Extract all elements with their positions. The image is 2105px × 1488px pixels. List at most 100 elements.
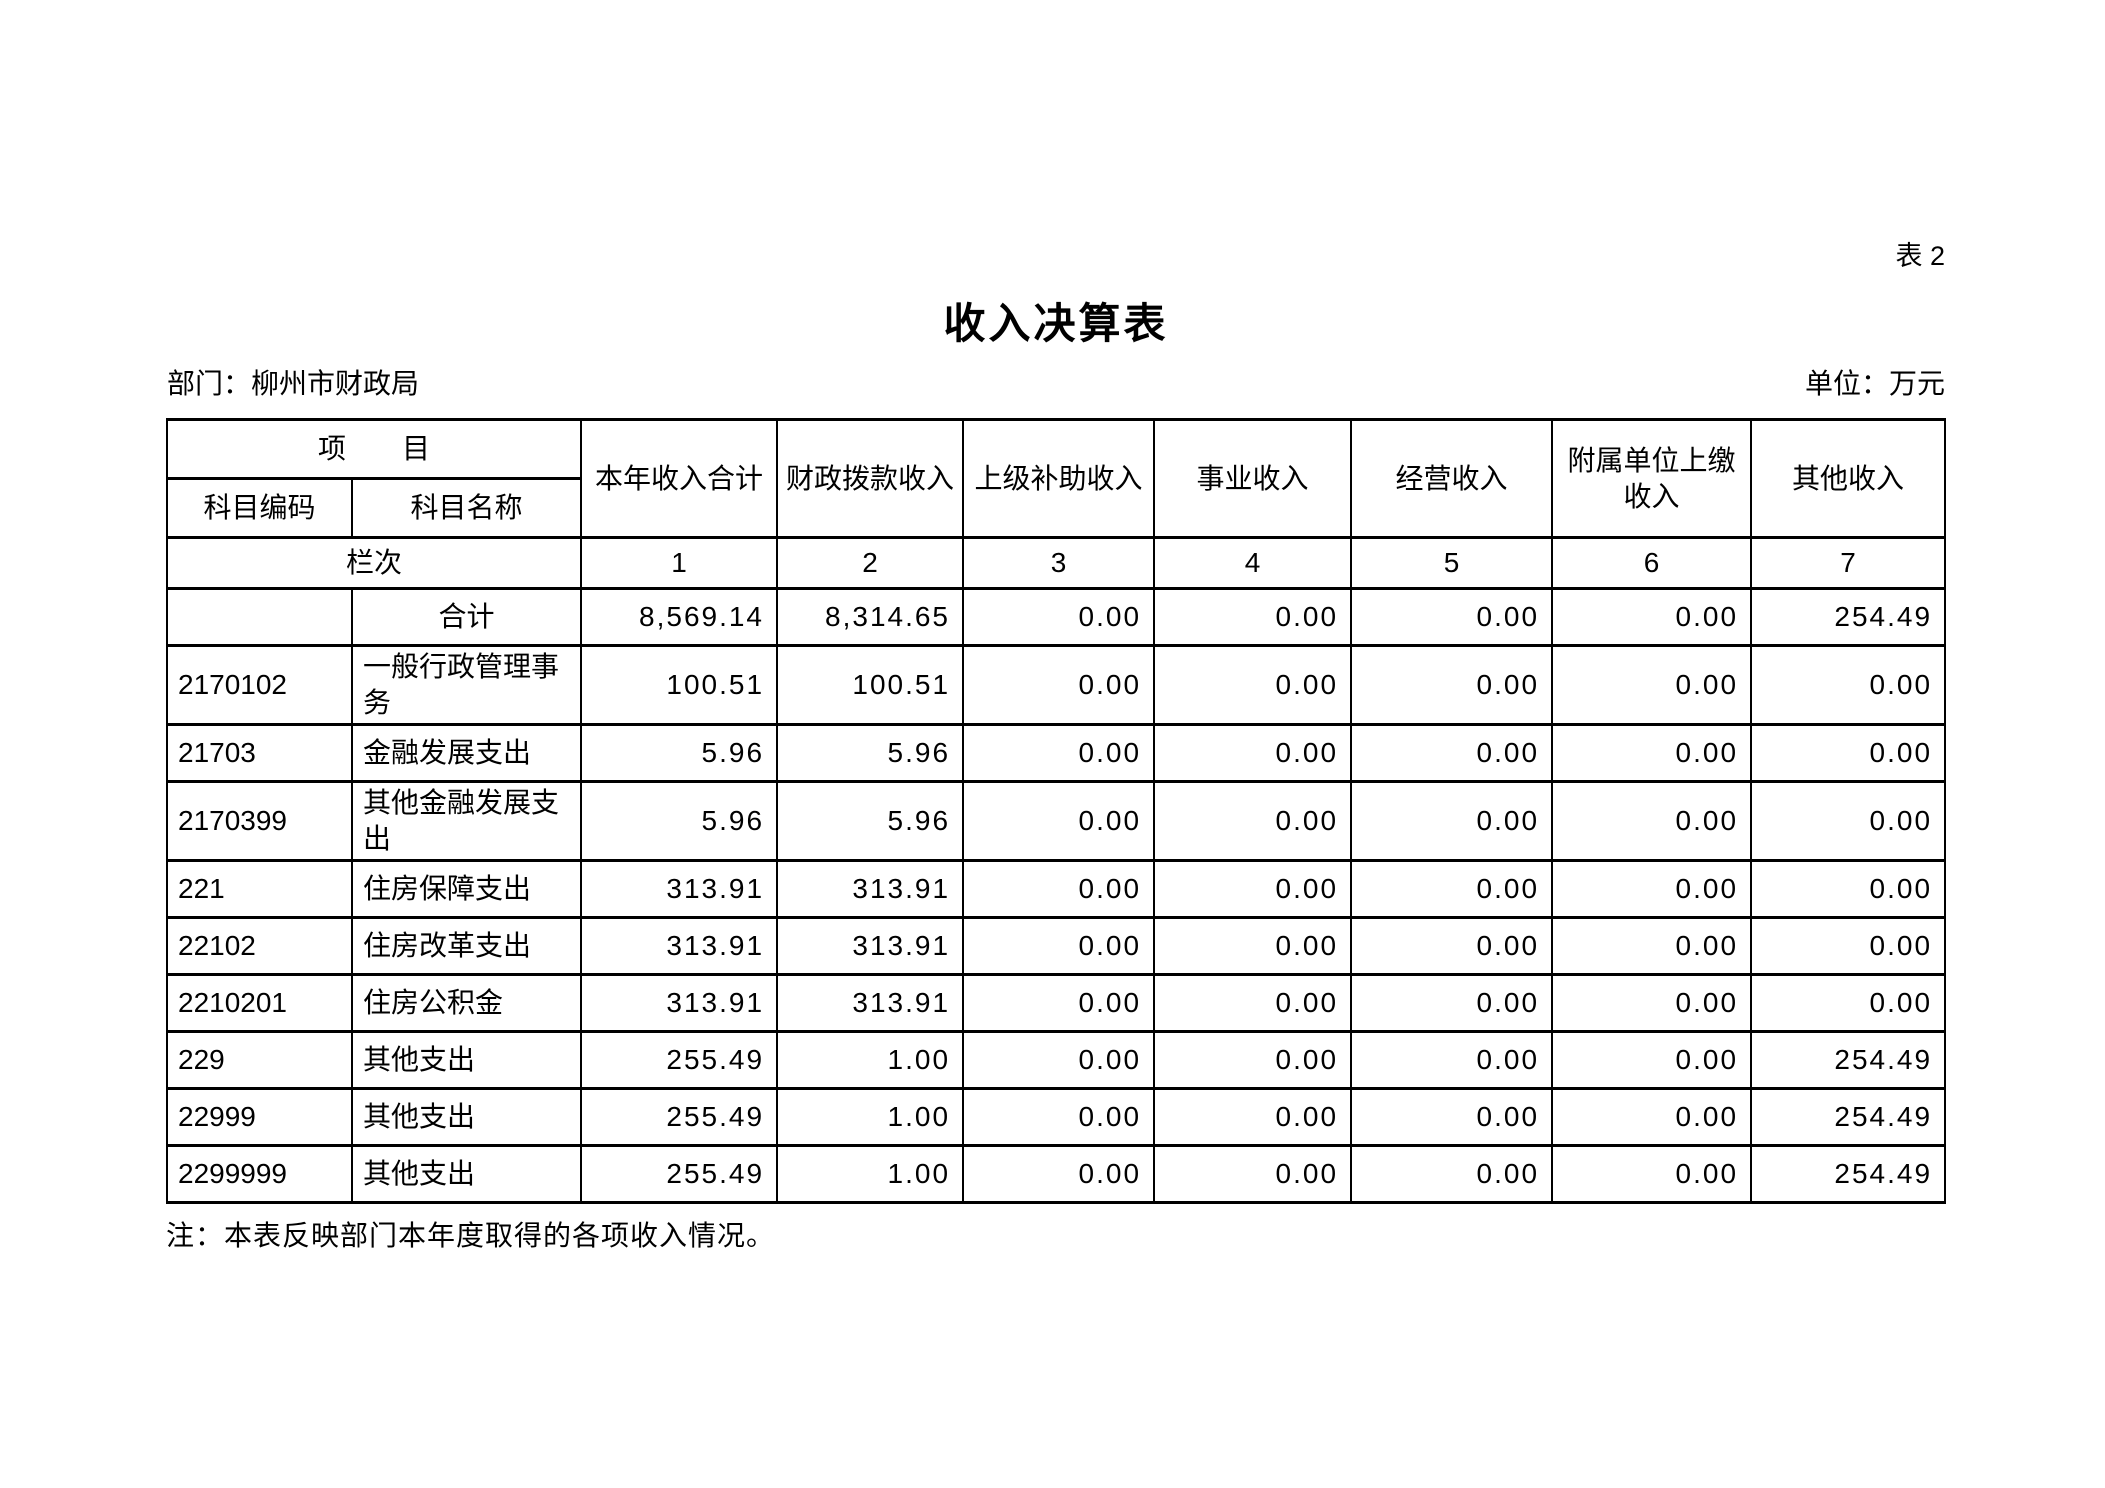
value-cell-affiliate-paid: 0.00 (1551, 1030, 1753, 1090)
table-body: 合计 8,569.14 8,314.65 0.00 0.00 0.00 0.00… (166, 587, 1947, 1204)
subject-name-cell: 住房保障支出 (350, 859, 583, 919)
header-row-lanci: 栏次 1 2 3 4 5 6 7 (165, 536, 1947, 590)
value-cell-operation-income: 0.00 (1153, 1087, 1353, 1147)
value-cell-superior-subsidy: 0.00 (962, 1030, 1156, 1090)
header-row-subject: 科目编码 科目名称 (166, 477, 1945, 539)
value-cell-other-income: 0.00 (1750, 916, 1947, 976)
value-cell-year-total: 255.49 (580, 1144, 779, 1204)
header-col-fiscal-grant: 财政拨款收入 (776, 418, 965, 539)
value-cell-superior-subsidy: 0.00 (962, 1087, 1156, 1147)
value-cell-year-total: 313.91 (580, 859, 779, 919)
value-cell-other-income: 254.49 (1750, 1030, 1947, 1090)
value-cell-business-income: 0.00 (1350, 780, 1554, 862)
value-cell-business-income: 0.00 (1350, 1030, 1554, 1090)
value-cell-superior-subsidy: 0.00 (962, 916, 1156, 976)
subject-name-cell: 住房公积金 (350, 973, 583, 1033)
subject-name-cell: 其他支出 (350, 1087, 583, 1147)
header-col-operation-income: 事业收入 (1153, 418, 1353, 539)
value-cell-year-total: 100.51 (580, 644, 779, 726)
value-cell-fiscal-grant: 100.51 (776, 644, 965, 726)
table-row: 2210201 住房公积金 313.91 313.91 0.00 0.00 0.… (166, 973, 1947, 1033)
table-row: 229 其他支出 255.49 1.00 0.00 0.00 0.00 0.00… (166, 1030, 1947, 1090)
value-cell-other-income: 0.00 (1750, 859, 1947, 919)
header-col-business-income: 经营收入 (1350, 418, 1554, 539)
value-cell-operation-income: 0.00 (1153, 916, 1353, 976)
header-col-year-total: 本年收入合计 (580, 418, 779, 539)
value-cell-affiliate-paid: 0.00 (1551, 644, 1753, 726)
table-row: 2170102 一般行政管理事务 100.51 100.51 0.00 0.00… (166, 644, 1947, 726)
subject-code-cell: 22999 (166, 1087, 353, 1147)
value-cell-year-total: 255.49 (580, 1030, 779, 1090)
subject-code-cell: 2210201 (166, 973, 353, 1033)
value-cell-year-total: 5.96 (580, 723, 779, 783)
value-cell-superior-subsidy: 0.00 (962, 723, 1156, 783)
value-cell-business-income: 0.00 (1350, 1144, 1554, 1204)
value-cell-operation-income: 0.00 (1153, 973, 1353, 1033)
header-col-num-5: 5 (1350, 536, 1554, 590)
header-subject-name: 科目名称 (350, 477, 583, 539)
value-cell-operation-income: 0.00 (1153, 859, 1353, 919)
value-cell-fiscal-grant: 5.96 (776, 780, 965, 862)
header-subject-code: 科目编码 (166, 477, 353, 539)
value-cell-business-income: 0.00 (1350, 587, 1554, 647)
subject-name-cell: 其他支出 (350, 1144, 583, 1204)
subject-name-cell: 住房改革支出 (350, 916, 583, 976)
header-project: 项 目 (165, 418, 583, 480)
value-cell-year-total: 313.91 (580, 973, 779, 1033)
table-row: 合计 8,569.14 8,314.65 0.00 0.00 0.00 0.00… (166, 587, 1947, 647)
income-table: 项 目 本年收入合计 财政拨款收入 上级补助收入 事业收入 经营收入 附属单位上… (165, 418, 1947, 1204)
subject-name-cell: 其他支出 (350, 1030, 583, 1090)
value-cell-year-total: 5.96 (580, 780, 779, 862)
value-cell-affiliate-paid: 0.00 (1551, 859, 1753, 919)
value-cell-other-income: 254.49 (1750, 1144, 1947, 1204)
value-cell-year-total: 8,569.14 (580, 587, 779, 647)
table-row: 22999 其他支出 255.49 1.00 0.00 0.00 0.00 0.… (166, 1087, 1947, 1147)
value-cell-business-income: 0.00 (1350, 973, 1554, 1033)
subject-code-cell (166, 587, 353, 647)
table-row: 221 住房保障支出 313.91 313.91 0.00 0.00 0.00 … (166, 859, 1947, 919)
value-cell-fiscal-grant: 1.00 (776, 1144, 965, 1204)
header-col-num-6: 6 (1551, 536, 1753, 590)
value-cell-other-income: 0.00 (1750, 644, 1947, 726)
header-col-num-2: 2 (776, 536, 965, 590)
value-cell-superior-subsidy: 0.00 (962, 780, 1156, 862)
subject-code-cell: 2170102 (166, 644, 353, 726)
value-cell-fiscal-grant: 313.91 (776, 916, 965, 976)
value-cell-affiliate-paid: 0.00 (1551, 916, 1753, 976)
value-cell-operation-income: 0.00 (1153, 644, 1353, 726)
value-cell-operation-income: 0.00 (1153, 780, 1353, 862)
value-cell-other-income: 254.49 (1750, 587, 1947, 647)
subject-code-cell: 22102 (166, 916, 353, 976)
value-cell-operation-income: 0.00 (1153, 587, 1353, 647)
subject-name-cell: 合计 (350, 587, 583, 647)
table-container: 项 目 本年收入合计 财政拨款收入 上级补助收入 事业收入 经营收入 附属单位上… (165, 418, 1947, 1254)
value-cell-fiscal-grant: 313.91 (776, 973, 965, 1033)
value-cell-affiliate-paid: 0.00 (1551, 587, 1753, 647)
subject-code-cell: 2299999 (166, 1144, 353, 1204)
header-row-project: 项 目 本年收入合计 财政拨款收入 上级补助收入 事业收入 经营收入 附属单位上… (165, 418, 1947, 539)
subject-code-cell: 229 (166, 1030, 353, 1090)
value-cell-superior-subsidy: 0.00 (962, 973, 1156, 1033)
value-cell-fiscal-grant: 1.00 (776, 1030, 965, 1090)
header-col-other-income: 其他收入 (1750, 418, 1947, 539)
footnote: 注：本表反映部门本年度取得的各项收入情况。 (166, 1220, 776, 1251)
value-cell-fiscal-grant: 313.91 (776, 859, 965, 919)
value-cell-business-income: 0.00 (1350, 1087, 1554, 1147)
value-cell-other-income: 254.49 (1750, 1087, 1947, 1147)
subject-code-cell: 2170399 (166, 780, 353, 862)
subject-name-cell: 其他金融发展支出 (350, 780, 583, 862)
value-cell-year-total: 313.91 (580, 916, 779, 976)
header-col-num-3: 3 (962, 536, 1156, 590)
value-cell-business-income: 0.00 (1350, 723, 1554, 783)
value-cell-business-income: 0.00 (1350, 916, 1554, 976)
value-cell-superior-subsidy: 0.00 (962, 587, 1156, 647)
header-col-num-7: 7 (1750, 536, 1947, 590)
header-col-num-4: 4 (1153, 536, 1353, 590)
value-cell-affiliate-paid: 0.00 (1551, 973, 1753, 1033)
table-number: 表 2 (1895, 241, 1945, 271)
header-col-num-1: 1 (580, 536, 779, 590)
value-cell-affiliate-paid: 0.00 (1551, 1144, 1753, 1204)
value-cell-superior-subsidy: 0.00 (962, 644, 1156, 726)
value-cell-affiliate-paid: 0.00 (1551, 1087, 1753, 1147)
